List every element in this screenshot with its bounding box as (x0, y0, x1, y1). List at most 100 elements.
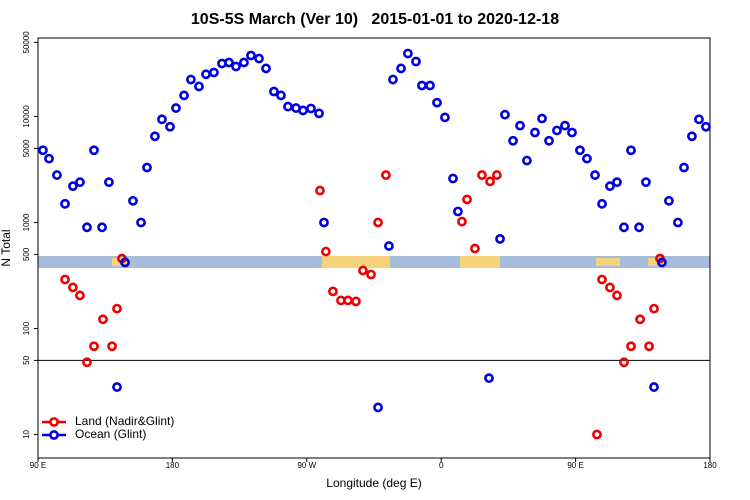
point (612, 177, 622, 188)
point (619, 222, 629, 233)
y-tick-label: 500 (22, 247, 31, 261)
point (457, 216, 467, 227)
plot-frame (37, 37, 711, 459)
point (128, 195, 138, 206)
point (492, 170, 502, 180)
point (261, 63, 271, 74)
point (544, 135, 554, 146)
point (575, 145, 585, 156)
point (470, 243, 480, 254)
point (679, 162, 689, 173)
point (453, 206, 463, 217)
point (104, 177, 114, 188)
point (592, 429, 602, 440)
point (75, 177, 85, 188)
point (224, 57, 234, 68)
point (68, 282, 78, 293)
point (82, 357, 92, 368)
point (38, 145, 48, 156)
x-tick-label: 90 E (567, 461, 583, 470)
point (107, 341, 117, 352)
x-axis-label: Longitude (deg E) (326, 476, 421, 490)
y-tick-label: 50 (22, 355, 31, 364)
point (552, 125, 562, 136)
point (440, 112, 450, 123)
point (75, 290, 85, 301)
point (82, 222, 92, 233)
point (298, 105, 308, 116)
point (112, 382, 122, 392)
legend-marker (49, 430, 59, 440)
point (672, 217, 683, 228)
point (209, 67, 219, 78)
point (179, 90, 189, 101)
point (634, 222, 644, 233)
legend-label: Land (Nadir&Glint) (75, 414, 174, 428)
point (619, 357, 629, 368)
point (269, 86, 279, 97)
point (315, 185, 325, 196)
point (694, 114, 704, 125)
point (283, 101, 293, 112)
point (388, 74, 398, 85)
y-tick-label: 10 (22, 429, 31, 438)
point (462, 194, 472, 205)
point (567, 127, 577, 138)
point (626, 341, 636, 352)
point (231, 61, 241, 72)
point (319, 217, 329, 228)
point (485, 176, 495, 187)
point (530, 127, 540, 138)
point (477, 170, 487, 180)
x-tick-label: 0 (439, 461, 444, 470)
point (276, 90, 286, 101)
point (60, 198, 70, 209)
point (136, 217, 146, 228)
point (605, 181, 615, 192)
point (201, 69, 211, 80)
point (515, 120, 525, 131)
point (649, 303, 659, 314)
point (612, 290, 622, 301)
y-tick-label: 100 (22, 321, 31, 335)
point (508, 135, 518, 146)
point (484, 373, 494, 384)
point (641, 177, 651, 188)
point (396, 63, 406, 74)
point (626, 145, 636, 156)
point (644, 341, 654, 352)
point (112, 303, 122, 314)
point (381, 170, 391, 180)
point (425, 80, 435, 91)
point (44, 153, 54, 164)
point (328, 286, 338, 297)
point (165, 121, 175, 132)
point (605, 282, 615, 293)
x-tick-label: 90 W (297, 461, 316, 470)
point (157, 114, 167, 125)
point (358, 265, 368, 276)
point (97, 222, 107, 233)
point (142, 162, 152, 173)
point (60, 274, 70, 285)
y-tick-label: 10000 (22, 105, 31, 128)
point (664, 195, 674, 206)
point (590, 170, 600, 180)
point (432, 97, 442, 108)
point (89, 341, 99, 352)
y-tick-label: 1000 (22, 213, 31, 231)
point (246, 50, 256, 61)
point (373, 217, 383, 228)
y-tick-label: 5000 (22, 139, 31, 157)
point (417, 80, 427, 91)
x-tick-label: 180 (166, 461, 180, 470)
point (649, 382, 659, 392)
point (373, 402, 383, 413)
point (597, 198, 607, 209)
x-tick-label: 90 E (30, 461, 46, 470)
point (384, 241, 394, 251)
point (150, 131, 160, 142)
point (537, 113, 547, 124)
point (582, 153, 592, 164)
chart-title: 10S-5S March (Ver 10) 2015-01-01 to 2020… (191, 11, 559, 28)
